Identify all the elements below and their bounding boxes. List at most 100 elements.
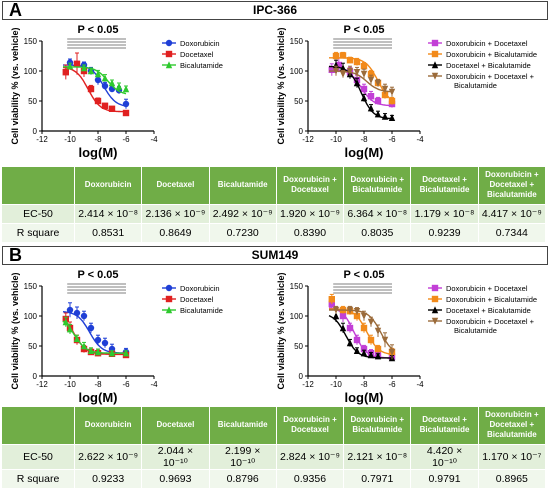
table-a-column-header: Docetaxel [141, 167, 210, 205]
chart-a-right-point [388, 97, 396, 105]
table-a-cell: 0.8649 [141, 223, 210, 243]
chart-b-left-point [80, 342, 88, 350]
chart-a-right-legend-label: Doxorubicin + Docetaxel [446, 39, 528, 48]
chart-b-left-series-1 [62, 312, 130, 359]
chart-b-left-point [101, 339, 109, 347]
chart-a-right-point [367, 104, 375, 112]
chart-b-right-ytick-label: 50 [294, 342, 303, 351]
table-b-row-label: EC-50 [2, 444, 75, 470]
table-b-cell: 2.121 × 10⁻⁸ [343, 444, 412, 470]
chart-b-left-xtick-label: -6 [122, 380, 130, 389]
chart-a-right-legend-item-0: Doxorubicin + Docetaxel [428, 39, 528, 48]
table-a-row: EC-50 2.414 × 10⁻⁸ 2.136 × 10⁻⁹ 2.492 × 10⁻… [2, 204, 547, 224]
chart-a-right-point [360, 94, 368, 102]
chart-b-right-ytick-label: 100 [290, 312, 304, 321]
chart-a-left-fit-curve [62, 66, 126, 113]
chart-b-right-series-3 [329, 305, 396, 360]
table-b-cell: 2.199 × 10⁻¹⁰ [209, 444, 277, 470]
chart-b-left-legend-marker [165, 306, 173, 314]
table-a-corner-cell [2, 167, 75, 205]
chart-a-right-fit-curve [329, 65, 393, 120]
chart-a-right-legend-marker [431, 39, 439, 47]
chart-a-right-point [332, 52, 340, 60]
chart-b-right-legend-marker [431, 317, 439, 325]
chart-a-right-xtick-label: -4 [416, 135, 424, 144]
chart-b-right-point [374, 327, 382, 335]
chart-b-left-ytick-label: 150 [24, 282, 38, 291]
chart-b-right-legend-label: Docetaxel + Bicalutamide [446, 306, 531, 315]
chart-a-right-ytick-label: 0 [299, 127, 304, 136]
table-a-column-header: Bicalutamide [209, 167, 277, 205]
chart-b-right-point [360, 349, 368, 357]
chart-b-right-ylabel: Cell viability % (vs. vehicle) [276, 272, 286, 389]
chart-b-right-point [367, 336, 375, 344]
table-b-row: R square 0.9233 0.9693 0.8796 0.9356 0.7971 0.… [2, 469, 547, 489]
table-b-cell: 1.170 × 10⁻⁷ [478, 444, 547, 470]
table-a-cell: 2.136 × 10⁻⁹ [141, 204, 210, 224]
chart-a-right-legend-marker [431, 61, 439, 69]
chart-a-left-point [87, 67, 95, 75]
table-b-cell: 4.420 × 10⁻¹⁰ [410, 444, 479, 470]
chart-b-left-legend-label: Bicalutamide [180, 306, 223, 315]
chart-a-left-xtick-label: -8 [94, 135, 102, 144]
panel-b-title: SUM149 [251, 248, 299, 262]
chart-a-left-point [115, 82, 123, 90]
chart-b-left-xtick-label: -4 [150, 380, 158, 389]
table-b-column-header: Doxorubicin + Docetaxel + Bicalutamide [478, 407, 547, 445]
chart-b-right-point [346, 339, 354, 347]
chart-a-left-series-2 [63, 62, 130, 95]
chart-a-left-point [101, 102, 109, 109]
chart-b-right-legend-marker [431, 295, 439, 303]
table-b-column-header: Docetaxel [141, 407, 210, 445]
panel-b-letter: B [9, 245, 22, 265]
chart-a-right-point [367, 93, 375, 100]
chart-b-left-xtick-label: -10 [64, 380, 76, 389]
table-a-column-header: Doxorubicin + Docetaxel + Bicalutamide [478, 167, 547, 205]
chart-b-left-legend-marker [165, 284, 173, 292]
chart-a-right-legend-item-1: Doxorubicin + Bicalutamide [428, 50, 537, 59]
chart-a-left-fit-curve [63, 64, 127, 107]
chart-a-left-legend-marker [165, 50, 173, 58]
chart-b-right-point [353, 347, 361, 354]
chart-b-left-xlabel: log(M) [79, 390, 118, 405]
table-a-cell: 0.7230 [209, 223, 277, 243]
table-a-header-row: Doxorubicin Docetaxel Bicalutamide Doxorubi… [2, 167, 547, 205]
table-a-cell: 2.492 × 10⁻⁹ [209, 204, 277, 224]
chart-b-left-legend-label: Docetaxel [180, 295, 214, 304]
chart-a-right-ytick-label: 150 [290, 37, 304, 46]
chart-a-right-point [367, 70, 375, 78]
chart-b-right-point [353, 308, 361, 315]
chart-a-right-point [381, 112, 389, 120]
chart-b-left-legend-item-2: Bicalutamide [162, 306, 223, 315]
chart-a-right-point [374, 97, 382, 105]
chart-a-right-point [339, 70, 347, 78]
chart-a-right-legend-label: Doxorubicin + Docetaxel + [446, 72, 535, 81]
table-b-row: EC-50 2.622 × 10⁻⁹ 2.044 × 10⁻¹⁰ 2.199 × 10… [2, 444, 547, 470]
chart-b-right-point [374, 345, 382, 353]
chart-b-right-point [339, 312, 347, 320]
chart-b-left-point [108, 349, 116, 357]
chart-b-left-point [66, 325, 74, 333]
chart-a-left-legend-item-2: Bicalutamide [162, 61, 223, 70]
chart-a-right-point [328, 66, 335, 73]
chart-b-right-point [381, 336, 389, 344]
chart-a-right-ylabel: Cell viability % (vs. vehicle) [276, 27, 286, 144]
results-table-a: Doxorubicin Docetaxel Bicalutamide Doxorubi… [2, 167, 547, 243]
chart-a-right-point [388, 88, 396, 96]
chart-a-right-xtick-label: -8 [360, 135, 368, 144]
table-b-header-row: Doxorubicin Docetaxel Bicalutamide Doxorubi… [2, 407, 547, 445]
table-a-cell: 0.9239 [410, 223, 479, 243]
chart-a-right-fit-curve [329, 68, 393, 107]
chart-b-left-ytick-label: 50 [28, 342, 37, 351]
chart-a-left-point [122, 85, 130, 93]
chart-b-right-fit-curve [329, 309, 393, 350]
chart-a-right-legend-label: Docetaxel + Bicalutamide [446, 61, 531, 70]
chart-b-left-point [122, 349, 130, 357]
table-a-cell: 1.179 × 10⁻⁸ [410, 204, 479, 224]
chart-b-right-fit-curve [328, 315, 392, 359]
chart-a-right-xtick-label: -12 [302, 135, 314, 144]
table-b-cell: 2.622 × 10⁻⁹ [74, 444, 143, 470]
chart-a-right-point [353, 69, 361, 76]
table-a-row-label: EC-50 [2, 204, 75, 224]
table-b-cell: 0.8965 [478, 469, 547, 489]
